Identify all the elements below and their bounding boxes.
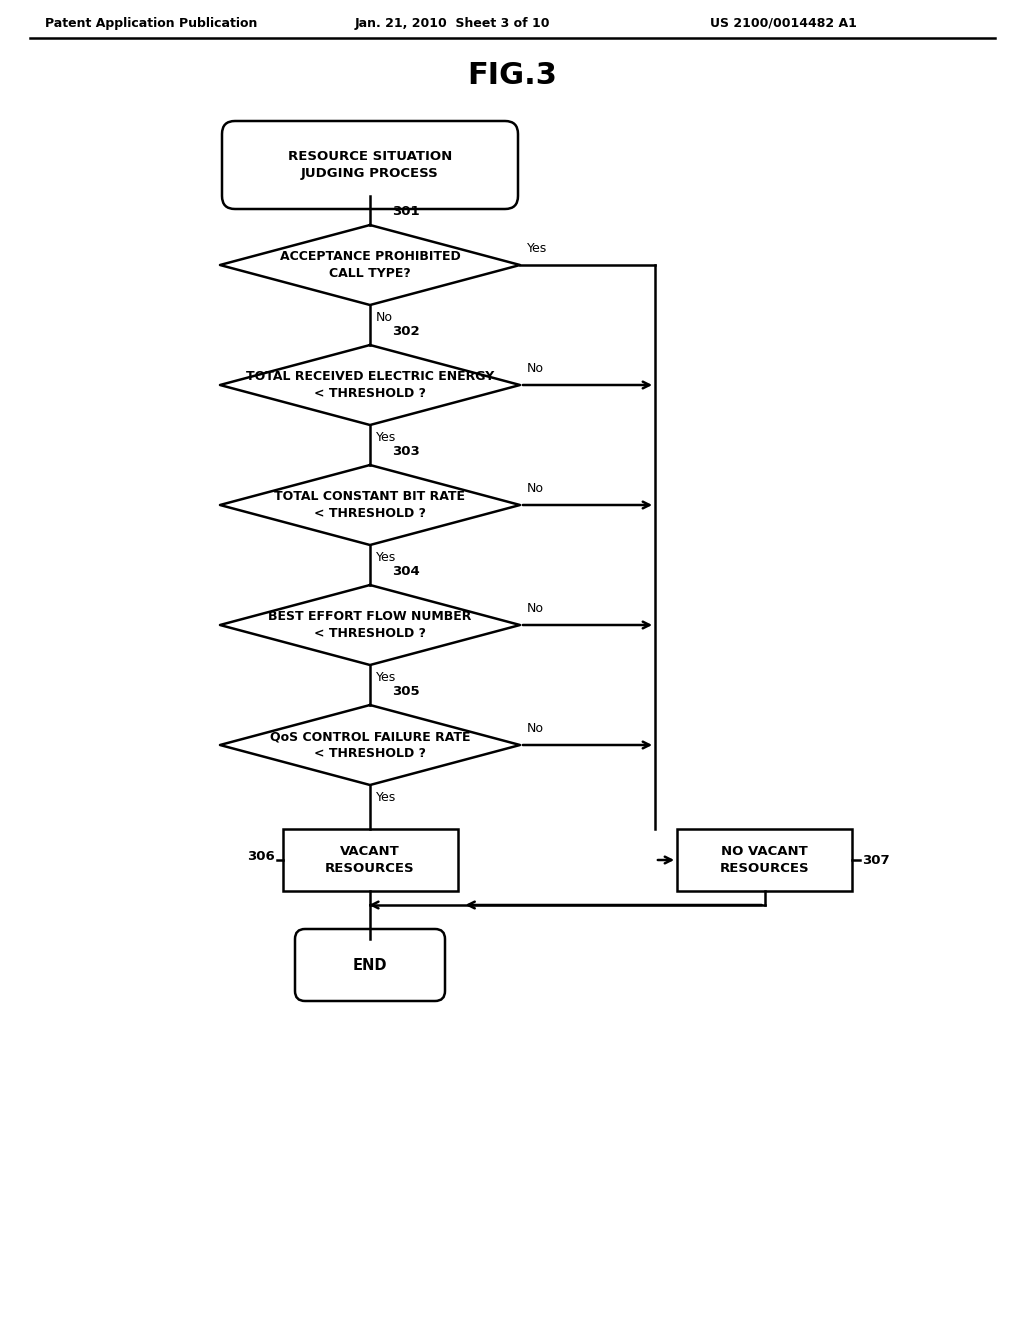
- Text: END: END: [352, 957, 387, 973]
- Text: ACCEPTANCE PROHIBITED
CALL TYPE?: ACCEPTANCE PROHIBITED CALL TYPE?: [280, 251, 461, 280]
- Text: No: No: [527, 722, 544, 735]
- Text: 301: 301: [392, 205, 420, 218]
- Text: QoS CONTROL FAILURE RATE
< THRESHOLD ?: QoS CONTROL FAILURE RATE < THRESHOLD ?: [269, 730, 470, 760]
- Text: No: No: [527, 482, 544, 495]
- Text: 305: 305: [392, 685, 420, 698]
- Text: FIG.3: FIG.3: [467, 61, 557, 90]
- Text: 302: 302: [392, 325, 420, 338]
- Text: TOTAL RECEIVED ELECTRIC ENERGY
< THRESHOLD ?: TOTAL RECEIVED ELECTRIC ENERGY < THRESHO…: [246, 370, 495, 400]
- Text: Yes: Yes: [376, 671, 396, 684]
- Text: 304: 304: [392, 565, 420, 578]
- FancyBboxPatch shape: [295, 929, 445, 1001]
- Text: US 2100/0014482 A1: US 2100/0014482 A1: [710, 16, 857, 29]
- Text: No: No: [376, 312, 393, 323]
- Text: BEST EFFORT FLOW NUMBER
< THRESHOLD ?: BEST EFFORT FLOW NUMBER < THRESHOLD ?: [268, 610, 472, 640]
- Text: 306: 306: [247, 850, 274, 862]
- Text: 307: 307: [862, 854, 890, 866]
- Text: No: No: [527, 602, 544, 615]
- Bar: [283, 829, 458, 891]
- Text: Jan. 21, 2010  Sheet 3 of 10: Jan. 21, 2010 Sheet 3 of 10: [355, 16, 551, 29]
- Text: Yes: Yes: [527, 242, 547, 255]
- Text: VACANT
RESOURCES: VACANT RESOURCES: [326, 845, 415, 875]
- Text: NO VACANT
RESOURCES: NO VACANT RESOURCES: [720, 845, 809, 875]
- Text: Yes: Yes: [376, 550, 396, 564]
- Bar: [677, 829, 852, 891]
- Text: No: No: [527, 362, 544, 375]
- Text: TOTAL CONSTANT BIT RATE
< THRESHOLD ?: TOTAL CONSTANT BIT RATE < THRESHOLD ?: [274, 490, 466, 520]
- Text: Patent Application Publication: Patent Application Publication: [45, 16, 257, 29]
- Text: 303: 303: [392, 445, 420, 458]
- FancyBboxPatch shape: [222, 121, 518, 209]
- Text: Yes: Yes: [376, 432, 396, 444]
- Text: RESOURCE SITUATION
JUDGING PROCESS: RESOURCE SITUATION JUDGING PROCESS: [288, 150, 453, 180]
- Text: Yes: Yes: [376, 791, 396, 804]
